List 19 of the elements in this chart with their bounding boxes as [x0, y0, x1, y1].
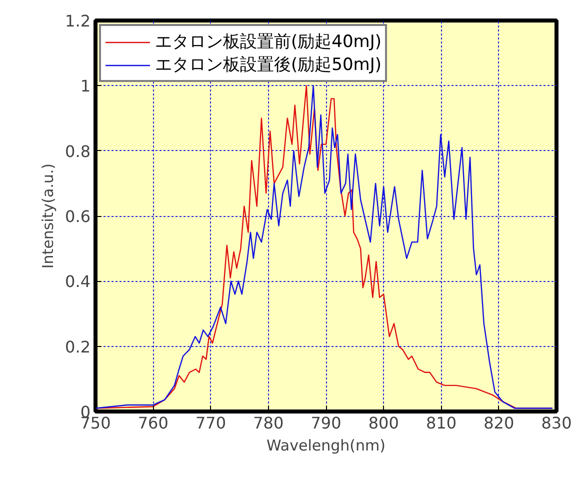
legend-label: エタロン板設置前(励起40mJ)	[155, 31, 382, 53]
x-tick-label: 760	[138, 414, 168, 432]
y-axis-title: Intensity(a.u.)	[39, 163, 58, 269]
line-series	[96, 85, 554, 409]
y-tick-label: 0.2	[65, 337, 91, 356]
x-tick-label: 770	[195, 414, 226, 432]
y-tick-label: 0.8	[65, 142, 91, 161]
y-tick-label: 0.6	[65, 207, 91, 226]
x-tick-label: 800	[368, 414, 399, 432]
legend-label: エタロン板設置後(励起50mJ)	[155, 54, 382, 76]
x-tick-label: 820	[484, 414, 514, 432]
y-tick-label: 1	[80, 76, 91, 96]
x-tick-label: 790	[310, 414, 342, 432]
x-axis-title: Wavelengh(nm)	[266, 436, 386, 454]
x-tick-label: 780	[253, 414, 284, 432]
x-tick-label: 810	[426, 414, 457, 432]
x-tick-label: 830	[541, 414, 572, 432]
y-tick-label: 0.4	[65, 272, 91, 292]
y-tick-label: 1.2	[65, 12, 91, 30]
